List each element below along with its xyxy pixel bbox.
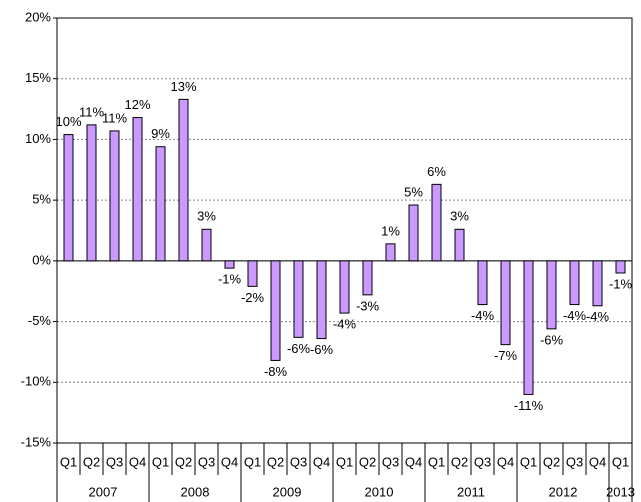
- value-label: 3%: [450, 209, 469, 224]
- x-tick-label: Q3: [474, 454, 491, 469]
- y-tick-label: -10%: [21, 374, 52, 389]
- x-tick-label: Q3: [566, 454, 583, 469]
- group-label: 2008: [181, 484, 210, 499]
- bar: [178, 98, 189, 262]
- x-tick-label: Q1: [612, 454, 629, 469]
- group-label: 2009: [273, 484, 302, 499]
- x-tick-label: Q1: [152, 454, 169, 469]
- bar: [316, 260, 327, 340]
- value-label: -6%: [310, 342, 334, 357]
- bar: [201, 228, 212, 262]
- x-tick-label: Q3: [382, 454, 399, 469]
- bar: [224, 260, 235, 269]
- value-label: -2%: [241, 290, 265, 305]
- value-label: -7%: [494, 348, 518, 363]
- value-label: 11%: [102, 110, 127, 125]
- bar: [339, 260, 350, 314]
- bar: [431, 183, 442, 262]
- value-label: 11%: [79, 104, 104, 119]
- value-label: -6%: [540, 332, 564, 347]
- x-tick-label: Q4: [313, 454, 330, 469]
- x-tick-label: Q2: [83, 454, 100, 469]
- x-tick-label: Q4: [589, 454, 606, 469]
- value-label: -8%: [264, 364, 288, 379]
- bar: [293, 260, 304, 338]
- bar: [477, 260, 488, 306]
- y-tick-label: 10%: [25, 131, 51, 146]
- value-label: 13%: [170, 79, 196, 94]
- bar: [385, 243, 396, 262]
- value-label: -4%: [471, 308, 495, 323]
- value-label: -11%: [514, 398, 544, 413]
- x-tick-label: Q2: [175, 454, 192, 469]
- bar: [592, 260, 603, 307]
- group-label: 2012: [549, 484, 578, 499]
- y-tick-label: 0%: [32, 252, 51, 267]
- value-label: -4%: [586, 309, 610, 324]
- bar: [247, 260, 258, 287]
- x-tick-label: Q2: [451, 454, 468, 469]
- bar: [155, 146, 166, 262]
- x-tick-label: Q2: [267, 454, 284, 469]
- x-tick-label: Q4: [221, 454, 238, 469]
- value-label: -4%: [563, 308, 587, 323]
- x-tick-label: Q2: [543, 454, 560, 469]
- x-tick-label: Q4: [129, 454, 146, 469]
- bar: [362, 260, 373, 296]
- x-tick-label: Q1: [60, 454, 77, 469]
- y-tick-label: -15%: [21, 434, 52, 449]
- x-tick-label: Q3: [290, 454, 307, 469]
- x-tick-label: Q3: [106, 454, 123, 469]
- value-label: -1%: [609, 276, 633, 291]
- y-tick-label: -5%: [28, 313, 52, 328]
- x-tick-label: Q1: [520, 454, 537, 469]
- value-label: -6%: [287, 341, 311, 356]
- plot-frame: [56, 17, 633, 444]
- value-label: 5%: [404, 184, 423, 199]
- group-label: 2010: [365, 484, 394, 499]
- x-tick-label: Q2: [359, 454, 376, 469]
- value-label: 3%: [197, 209, 216, 224]
- x-tick-label: Q1: [336, 454, 353, 469]
- value-label: 1%: [381, 223, 400, 238]
- x-tick-label: Q1: [244, 454, 261, 469]
- value-label: -3%: [356, 298, 380, 313]
- bar: [546, 260, 557, 330]
- y-tick-label: 5%: [32, 192, 51, 207]
- x-tick-label: Q4: [497, 454, 514, 469]
- bar: [615, 260, 626, 274]
- x-tick-label: Q4: [405, 454, 422, 469]
- group-label: 2011: [457, 484, 485, 499]
- x-tick-label: Q3: [198, 454, 215, 469]
- group-label: 2007: [89, 484, 118, 499]
- bar: [63, 134, 74, 262]
- bar: [109, 130, 120, 262]
- value-label: -4%: [333, 317, 357, 332]
- x-tick-label: Q1: [428, 454, 445, 469]
- bar: [569, 260, 580, 306]
- bar: [270, 260, 281, 361]
- bar: [523, 260, 534, 395]
- bar: [408, 204, 419, 262]
- bar: [454, 228, 465, 262]
- group-label: 2013: [606, 484, 635, 499]
- bar: [132, 117, 143, 262]
- bar: [500, 260, 511, 346]
- y-tick-label: 20%: [25, 9, 51, 24]
- value-label: 12%: [124, 97, 150, 112]
- value-label: 10%: [55, 114, 81, 129]
- value-label: 6%: [427, 164, 446, 179]
- value-label: -1%: [218, 272, 242, 287]
- value-label: 9%: [151, 126, 170, 141]
- y-tick-label: 15%: [25, 70, 51, 85]
- bar: [86, 124, 97, 262]
